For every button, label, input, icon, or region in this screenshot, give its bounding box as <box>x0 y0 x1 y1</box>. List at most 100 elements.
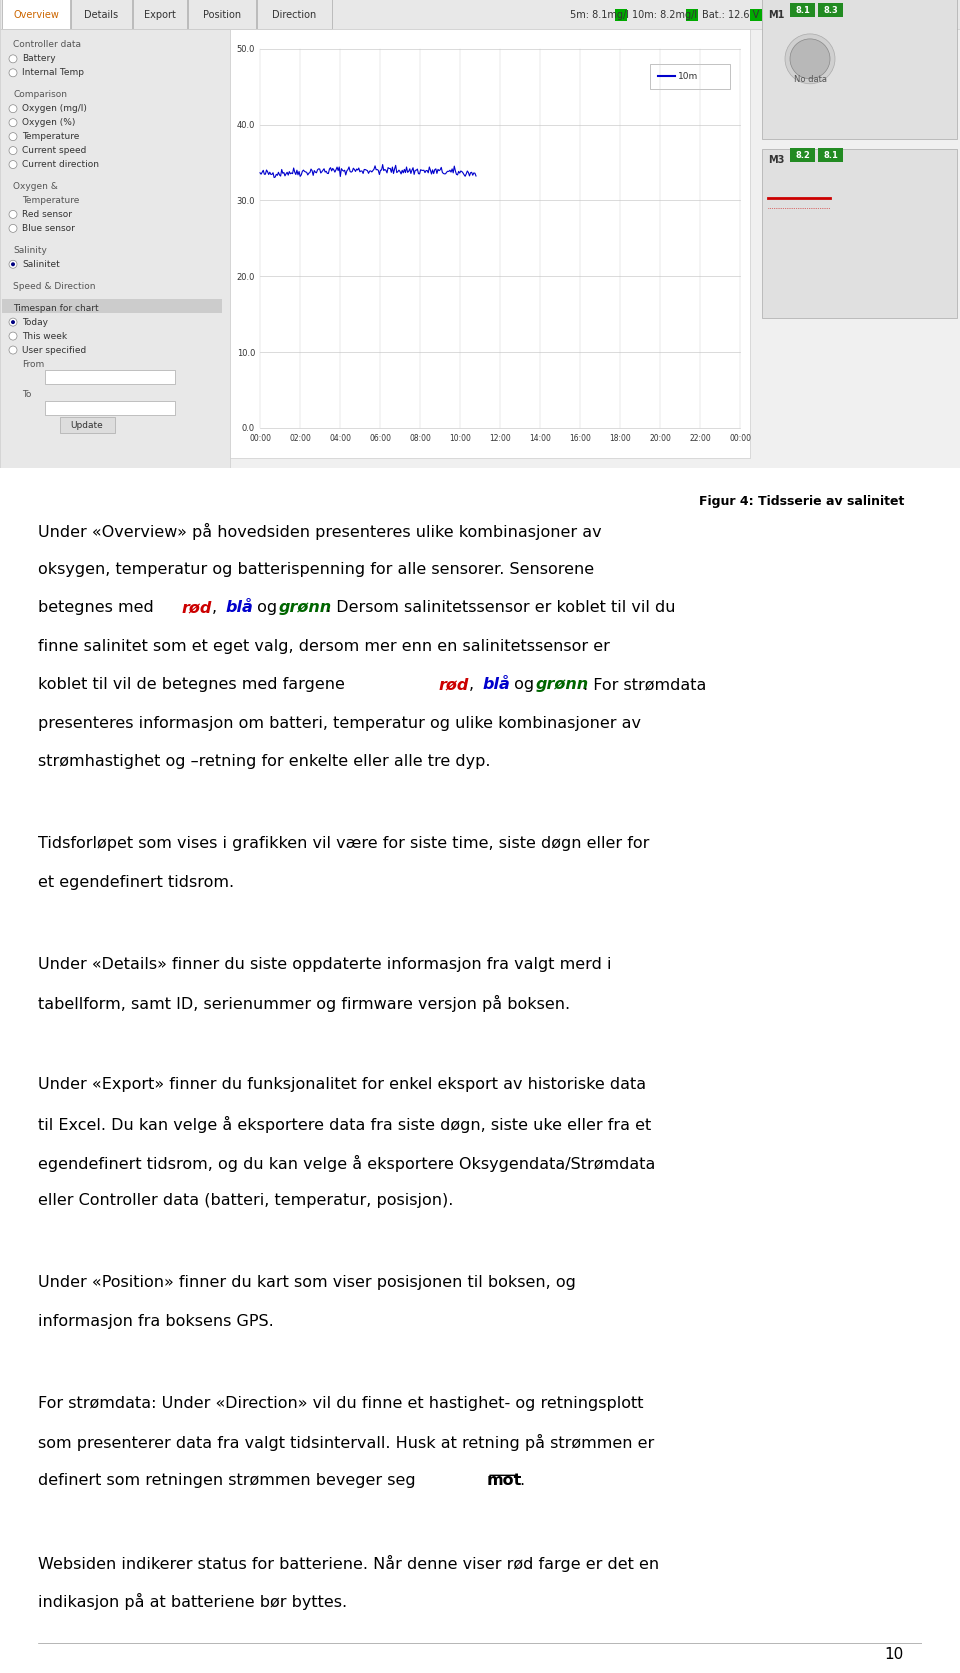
Text: 8.2: 8.2 <box>796 151 810 161</box>
Text: Current direction: Current direction <box>22 161 99 169</box>
Bar <box>2 299 222 315</box>
Text: og: og <box>509 678 540 693</box>
Text: . Dersom salinitetssensor er koblet til vil du: . Dersom salinitetssensor er koblet til … <box>326 599 676 614</box>
Text: eller Controller data (batteri, temperatur, posisjon).: eller Controller data (batteri, temperat… <box>38 1193 454 1208</box>
Circle shape <box>9 261 17 269</box>
Text: 14:00: 14:00 <box>529 433 551 443</box>
Bar <box>762 149 957 320</box>
Bar <box>45 402 175 415</box>
Text: mot: mot <box>487 1472 522 1487</box>
Bar <box>790 149 815 162</box>
Text: egendefinert tidsrom, og du kan velge å eksportere Oksygendata/Strømdata: egendefinert tidsrom, og du kan velge å … <box>38 1154 656 1171</box>
Text: Battery: Battery <box>22 54 56 64</box>
Text: ,: , <box>212 599 223 614</box>
Text: Under «Export» finner du funksjonalitet for enkel eksport av historiske data: Under «Export» finner du funksjonalitet … <box>38 1077 646 1092</box>
Circle shape <box>11 263 15 268</box>
Text: 40.0: 40.0 <box>236 120 255 130</box>
Text: definert som retningen strømmen beveger seg: definert som retningen strømmen beveger … <box>38 1472 421 1487</box>
Text: 8.1: 8.1 <box>824 151 838 161</box>
Text: 30.0: 30.0 <box>236 197 255 206</box>
Text: M3: M3 <box>768 154 784 164</box>
Text: Tidsforløpet som vises i grafikken vil være for siste time, siste døgn eller for: Tidsforløpet som vises i grafikken vil v… <box>38 836 650 852</box>
Text: 22:00: 22:00 <box>689 433 710 443</box>
Text: ,: , <box>469 678 480 693</box>
Text: 08:00: 08:00 <box>409 433 431 443</box>
Bar <box>257 0 332 30</box>
Text: Websiden indikerer status for batteriene. Når denne viser rød farge er det en: Websiden indikerer status for batteriene… <box>38 1554 660 1571</box>
Text: 04:00: 04:00 <box>329 433 351 443</box>
Text: 00:00: 00:00 <box>729 433 751 443</box>
Text: tabellform, samt ID, serienummer og firmware versjon på boksen.: tabellform, samt ID, serienummer og firm… <box>38 995 570 1012</box>
Text: 00:00: 00:00 <box>249 433 271 443</box>
Text: Overview: Overview <box>13 10 59 20</box>
Text: rød: rød <box>439 678 468 693</box>
Text: No data: No data <box>794 75 827 84</box>
Text: Today: Today <box>22 318 48 326</box>
Text: blå: blå <box>483 678 511 693</box>
Circle shape <box>9 55 17 64</box>
Circle shape <box>790 40 830 80</box>
Text: Internal Temp: Internal Temp <box>22 69 84 77</box>
Text: grønn: grønn <box>278 599 332 614</box>
Circle shape <box>9 226 17 233</box>
Text: 0.0: 0.0 <box>242 423 255 433</box>
Text: Position: Position <box>203 10 241 20</box>
Text: Direction: Direction <box>273 10 317 20</box>
Text: Under «Position» finner du kart som viser posisjonen til boksen, og: Under «Position» finner du kart som vise… <box>38 1275 576 1290</box>
Text: finne salinitet som et eget valg, dersom mer enn en salinitetssensor er: finne salinitet som et eget valg, dersom… <box>38 639 611 652</box>
Text: 50.0: 50.0 <box>236 45 255 54</box>
Text: To: To <box>22 390 32 400</box>
Text: Speed & Direction: Speed & Direction <box>13 281 95 291</box>
Bar <box>615 10 627 22</box>
Text: 02:00: 02:00 <box>289 433 311 443</box>
Bar <box>71 0 132 30</box>
Circle shape <box>9 134 17 142</box>
Bar <box>60 418 115 433</box>
Bar <box>230 30 750 458</box>
Text: 18:00: 18:00 <box>610 433 631 443</box>
Text: Oxygen (%): Oxygen (%) <box>22 119 76 127</box>
Text: et egendefinert tidsrom.: et egendefinert tidsrom. <box>38 875 234 890</box>
Circle shape <box>9 346 17 355</box>
Bar <box>0 0 960 30</box>
Text: oksygen, temperatur og batterispenning for alle sensorer. Sensorene: oksygen, temperatur og batterispenning f… <box>38 560 594 576</box>
Text: og: og <box>252 599 282 614</box>
Bar <box>818 149 843 162</box>
Text: 10: 10 <box>885 1646 904 1661</box>
Bar <box>0 30 230 468</box>
Text: Comparison: Comparison <box>13 90 67 99</box>
Text: grønn: grønn <box>536 678 588 693</box>
Text: Current speed: Current speed <box>22 146 86 156</box>
Bar <box>188 0 256 30</box>
Text: 20.0: 20.0 <box>236 273 255 281</box>
Text: Temperature: Temperature <box>22 132 80 141</box>
Text: Figur 4: Tidsserie av salinitet: Figur 4: Tidsserie av salinitet <box>699 495 904 509</box>
Circle shape <box>11 321 15 325</box>
Circle shape <box>9 320 17 326</box>
Text: som presenterer data fra valgt tidsintervall. Husk at retning på strømmen er: som presenterer data fra valgt tidsinter… <box>38 1434 655 1450</box>
Text: 5m: 8.1mg/l: 5m: 8.1mg/l <box>570 10 629 20</box>
Text: blå: blå <box>226 599 253 614</box>
Text: 10.0: 10.0 <box>236 348 255 358</box>
Bar <box>45 371 175 385</box>
Text: Under «Overview» på hovedsiden presenteres ulike kombinasjoner av: Under «Overview» på hovedsiden presenter… <box>38 522 602 540</box>
Text: Bat.: 12.6 V: Bat.: 12.6 V <box>702 10 759 20</box>
Text: 06:00: 06:00 <box>369 433 391 443</box>
Text: Timespan for chart: Timespan for chart <box>13 303 99 313</box>
Text: This week: This week <box>22 331 67 340</box>
Text: Temperature: Temperature <box>22 196 80 204</box>
Text: Controller data: Controller data <box>13 40 81 49</box>
Text: Under «Details» finner du siste oppdaterte informasjon fra valgt merd i: Under «Details» finner du siste oppdater… <box>38 957 612 972</box>
Text: Update: Update <box>71 422 104 430</box>
Text: strømhastighet og –retning for enkelte eller alle tre dyp.: strømhastighet og –retning for enkelte e… <box>38 755 491 770</box>
Bar <box>686 10 698 22</box>
Text: 12:00: 12:00 <box>490 433 511 443</box>
Bar <box>750 10 762 22</box>
Text: indikasjon på at batteriene bør byttes.: indikasjon på at batteriene bør byttes. <box>38 1593 348 1609</box>
Text: Export: Export <box>144 10 176 20</box>
Text: M1: M1 <box>768 10 784 20</box>
Text: From: From <box>22 360 44 368</box>
Circle shape <box>9 105 17 114</box>
Text: .: . <box>518 1472 524 1487</box>
Bar <box>2 0 70 30</box>
